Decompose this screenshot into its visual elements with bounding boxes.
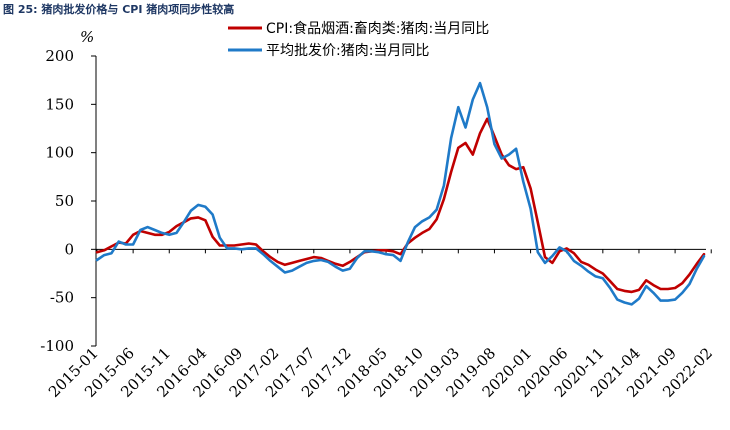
y-tick-label: 0 [64, 240, 74, 258]
y-ticks: 200 150 100 50 0 -50 -100 [40, 47, 96, 355]
y-tick-label: 100 [45, 144, 74, 162]
legend-label: CPI:食品烟酒:畜肉类:猪肉:当月同比 [266, 20, 489, 37]
y-tick-label: -100 [40, 337, 74, 355]
y-tick-label: 50 [55, 192, 74, 210]
cpi-pork-series-line [95, 117, 706, 294]
y-tick-label: 200 [45, 47, 74, 65]
legend-label: 平均批发价:猪肉:当月同比 [266, 43, 429, 59]
wholesale-pork-series-line [95, 81, 706, 306]
x-ticks: 2015-012015-062015-112016-042016-092017-… [45, 249, 716, 401]
series-lines [95, 81, 706, 306]
y-unit-label: % [80, 28, 94, 46]
y-tick-label: -50 [50, 289, 74, 307]
y-tick-label: 150 [45, 95, 74, 113]
axes [95, 56, 706, 346]
figure-caption: 图 25: 猪肉批发价格与 CPI 猪肉项同步性较高 [3, 3, 235, 16]
